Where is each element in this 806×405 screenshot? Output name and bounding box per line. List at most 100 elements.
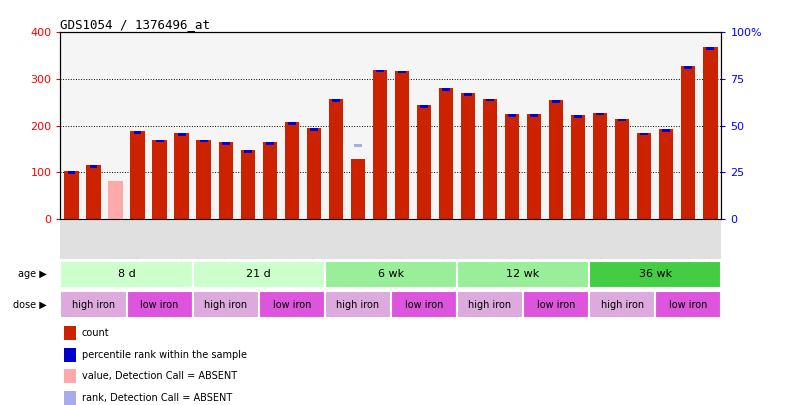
- Text: high iron: high iron: [204, 300, 247, 310]
- Bar: [684, 66, 692, 69]
- Bar: [523, 291, 589, 318]
- Bar: [174, 134, 189, 219]
- Bar: [571, 115, 585, 219]
- Bar: [376, 70, 384, 72]
- Bar: [457, 261, 589, 288]
- Bar: [681, 66, 696, 219]
- Text: high iron: high iron: [600, 300, 644, 310]
- Bar: [574, 115, 582, 117]
- Bar: [615, 119, 629, 219]
- Text: high iron: high iron: [336, 300, 380, 310]
- Bar: [486, 98, 494, 101]
- Bar: [442, 88, 450, 91]
- Bar: [64, 326, 76, 340]
- Bar: [464, 93, 472, 96]
- Bar: [618, 119, 626, 122]
- Text: count: count: [81, 328, 110, 338]
- Bar: [306, 128, 321, 219]
- Bar: [285, 122, 299, 219]
- Bar: [420, 105, 428, 108]
- Bar: [240, 150, 255, 219]
- Bar: [589, 291, 655, 318]
- Bar: [640, 132, 648, 135]
- Bar: [457, 291, 523, 318]
- Bar: [60, 291, 127, 318]
- Bar: [310, 128, 318, 131]
- Bar: [200, 139, 208, 142]
- Bar: [438, 88, 453, 219]
- Bar: [222, 142, 230, 145]
- Text: low iron: low iron: [272, 300, 311, 310]
- Text: high iron: high iron: [72, 300, 115, 310]
- Bar: [483, 98, 497, 219]
- Bar: [530, 114, 538, 117]
- Bar: [64, 348, 76, 362]
- Bar: [156, 139, 164, 142]
- Bar: [197, 139, 211, 219]
- Bar: [325, 291, 391, 318]
- Bar: [589, 261, 721, 288]
- Bar: [549, 100, 563, 219]
- Bar: [60, 261, 193, 288]
- Bar: [259, 291, 325, 318]
- Bar: [288, 122, 296, 125]
- Bar: [659, 129, 674, 219]
- Text: low iron: low iron: [405, 300, 443, 310]
- Bar: [663, 129, 671, 132]
- Bar: [325, 261, 457, 288]
- Bar: [86, 165, 101, 219]
- Bar: [193, 261, 325, 288]
- Bar: [64, 369, 76, 383]
- Bar: [505, 114, 519, 219]
- Bar: [332, 99, 340, 102]
- Text: age ▶: age ▶: [19, 269, 48, 279]
- Bar: [706, 47, 714, 50]
- Bar: [593, 113, 608, 219]
- Bar: [391, 291, 457, 318]
- Bar: [263, 142, 277, 219]
- Text: 8 d: 8 d: [118, 269, 135, 279]
- Bar: [108, 181, 123, 219]
- Text: 36 wk: 36 wk: [638, 269, 672, 279]
- Bar: [266, 142, 274, 145]
- Text: high iron: high iron: [468, 300, 512, 310]
- Text: low iron: low iron: [537, 300, 575, 310]
- Bar: [703, 47, 717, 219]
- Bar: [64, 391, 76, 405]
- Bar: [131, 131, 145, 219]
- Text: low iron: low iron: [140, 300, 179, 310]
- Bar: [177, 134, 185, 136]
- Text: dose ▶: dose ▶: [14, 300, 48, 310]
- Bar: [461, 93, 476, 219]
- Text: 21 d: 21 d: [247, 269, 271, 279]
- Bar: [372, 70, 387, 219]
- Text: 12 wk: 12 wk: [506, 269, 540, 279]
- Text: percentile rank within the sample: percentile rank within the sample: [81, 350, 247, 360]
- Bar: [655, 291, 721, 318]
- Bar: [89, 165, 98, 168]
- Bar: [68, 171, 76, 174]
- Bar: [527, 114, 542, 219]
- Bar: [152, 139, 167, 219]
- Bar: [329, 99, 343, 219]
- Bar: [193, 291, 259, 318]
- Bar: [596, 113, 604, 115]
- Bar: [395, 70, 409, 219]
- Text: GDS1054 / 1376496_at: GDS1054 / 1376496_at: [60, 18, 210, 31]
- Bar: [417, 105, 431, 219]
- Bar: [637, 132, 651, 219]
- Bar: [243, 150, 251, 153]
- Bar: [552, 100, 560, 103]
- Bar: [351, 159, 365, 219]
- Text: value, Detection Call = ABSENT: value, Detection Call = ABSENT: [81, 371, 237, 382]
- Bar: [354, 144, 362, 147]
- Bar: [127, 291, 193, 318]
- Bar: [508, 114, 516, 117]
- Text: rank, Detection Call = ABSENT: rank, Detection Call = ABSENT: [81, 393, 232, 403]
- Bar: [398, 70, 406, 73]
- Bar: [134, 131, 142, 134]
- Bar: [64, 171, 79, 219]
- Text: 6 wk: 6 wk: [378, 269, 404, 279]
- Bar: [218, 142, 233, 219]
- Text: low iron: low iron: [669, 300, 708, 310]
